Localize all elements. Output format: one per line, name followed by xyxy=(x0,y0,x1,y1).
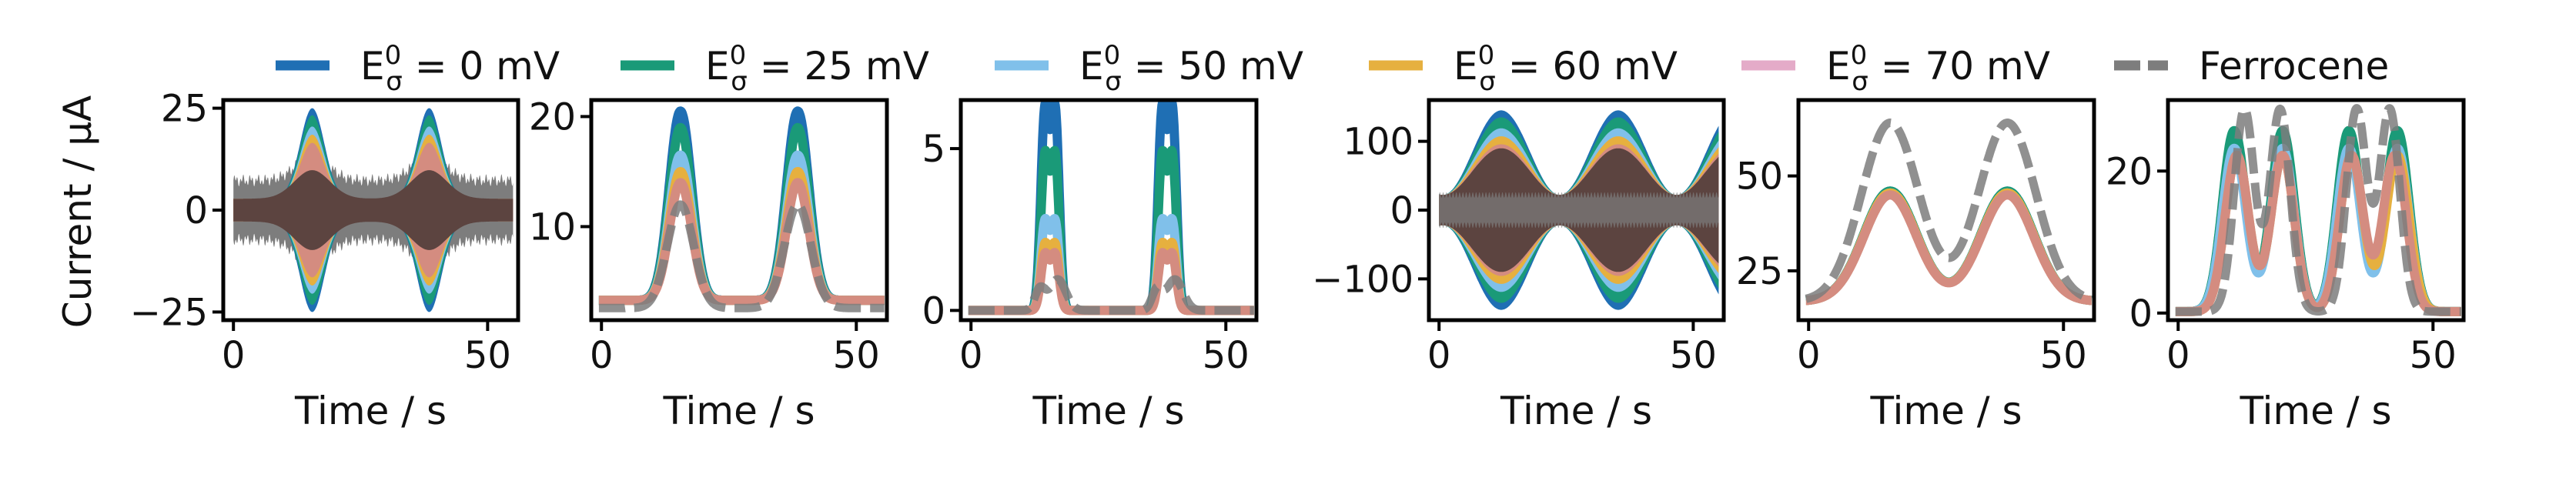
x-axis-label: Time / s xyxy=(1032,389,1184,433)
series-line-5 xyxy=(1802,119,2094,303)
series-line-5 xyxy=(965,275,1256,315)
y-tick-label: 10 xyxy=(529,205,576,249)
x-tick-label: 0 xyxy=(959,334,983,377)
legend-label-0: E0 σ = 0 mV xyxy=(360,40,560,97)
x-tick-label: 50 xyxy=(1670,334,1717,377)
axes-frame xyxy=(1796,98,2096,322)
legend: E0 σ = 0 mV E0 σ = 25 mV E0 σ = 50 mV E0 σ = 60… xyxy=(276,40,2389,97)
y-tick-label: 0 xyxy=(1390,189,1413,232)
x-axis-label: Time / s xyxy=(662,389,815,433)
series-line-0 xyxy=(594,106,887,306)
axes-frame xyxy=(2166,98,2466,322)
plot-area xyxy=(2171,104,2464,316)
series-line-0 xyxy=(964,100,1256,316)
x-axis-label: Time / s xyxy=(2239,389,2391,433)
x-axis-label: Time / s xyxy=(294,389,447,433)
series-line-4 xyxy=(964,248,1256,316)
series-line-3 xyxy=(594,167,887,306)
x-tick-label: 50 xyxy=(464,334,511,377)
x-tick-label: 50 xyxy=(2410,334,2457,377)
x-tick-label: 0 xyxy=(222,334,246,377)
series-line-4 xyxy=(1802,190,2094,306)
legend-label-4: E0 σ = 70 mV xyxy=(1826,40,2050,97)
panel-3: 0 50 0 5 Time / s xyxy=(922,98,1259,433)
y-tick-label: 0 xyxy=(2129,292,2153,336)
plot-area xyxy=(1439,110,1719,310)
panel-2: 0 50 10 20 Time / s xyxy=(529,95,889,433)
y-tick-label: 100 xyxy=(1343,121,1413,164)
y-tick-label: 20 xyxy=(529,95,576,139)
legend-label-1: E0 σ = 25 mV xyxy=(705,40,929,97)
legend-label-2: E0 σ = 50 mV xyxy=(1079,40,1303,97)
y-tick-label: 5 xyxy=(922,128,945,171)
series-line-1 xyxy=(964,145,1256,316)
panel-4: 0 50 −100 0 100 Time / s xyxy=(1312,98,1726,433)
series-line-3 xyxy=(964,237,1256,316)
x-tick-label: 0 xyxy=(1427,334,1451,377)
legend-label-3: E0 σ = 60 mV xyxy=(1454,40,1678,97)
x-axis-label: Time / s xyxy=(1869,389,2022,433)
series-line-4 xyxy=(594,178,887,306)
y-tick-label: −100 xyxy=(1312,258,1413,301)
y-axis-label: Current / μA xyxy=(55,95,100,328)
y-tick-label: 20 xyxy=(2106,150,2153,193)
x-tick-label: 0 xyxy=(1797,334,1821,377)
x-tick-label: 0 xyxy=(2166,334,2190,377)
core-band xyxy=(233,170,514,250)
series-line-2 xyxy=(964,213,1256,316)
series-line-5 xyxy=(2172,104,2464,316)
panel-6: 0 50 0 20 Time / s xyxy=(2106,98,2466,433)
series-line-4 xyxy=(2171,150,2464,316)
axes-frame xyxy=(958,98,1259,322)
series-line-1 xyxy=(594,122,887,306)
plot-area xyxy=(233,108,514,312)
y-tick-label: 0 xyxy=(922,289,945,332)
plot-area xyxy=(594,106,887,312)
x-tick-label: 0 xyxy=(590,334,614,377)
x-tick-label: 50 xyxy=(1203,334,1250,377)
y-tick-label: 50 xyxy=(1736,155,1783,199)
panels: 0 50 −25 0 25 Time / s 0 50 10 20 Time / s 0 50 0 5 Tim… xyxy=(130,88,2466,433)
series-line-2 xyxy=(594,150,887,306)
panel-1: 0 50 −25 0 25 Time / s xyxy=(130,88,520,433)
ferrocene-band xyxy=(1439,192,1719,229)
plot-area xyxy=(1802,119,2094,306)
y-tick-label: −25 xyxy=(130,291,208,334)
axes-frame xyxy=(589,98,889,322)
series-line-5 xyxy=(595,200,887,312)
x-tick-label: 50 xyxy=(2040,334,2087,377)
x-tick-label: 50 xyxy=(833,334,880,377)
plot-area xyxy=(964,100,1256,316)
y-tick-label: 25 xyxy=(161,88,208,131)
x-axis-label: Time / s xyxy=(1500,389,1652,433)
panel-5: 0 50 25 50 Time / s xyxy=(1736,98,2096,433)
legend-label-5: Ferrocene xyxy=(2199,44,2389,89)
y-tick-label: 25 xyxy=(1736,250,1783,293)
y-tick-label: 0 xyxy=(184,189,208,232)
